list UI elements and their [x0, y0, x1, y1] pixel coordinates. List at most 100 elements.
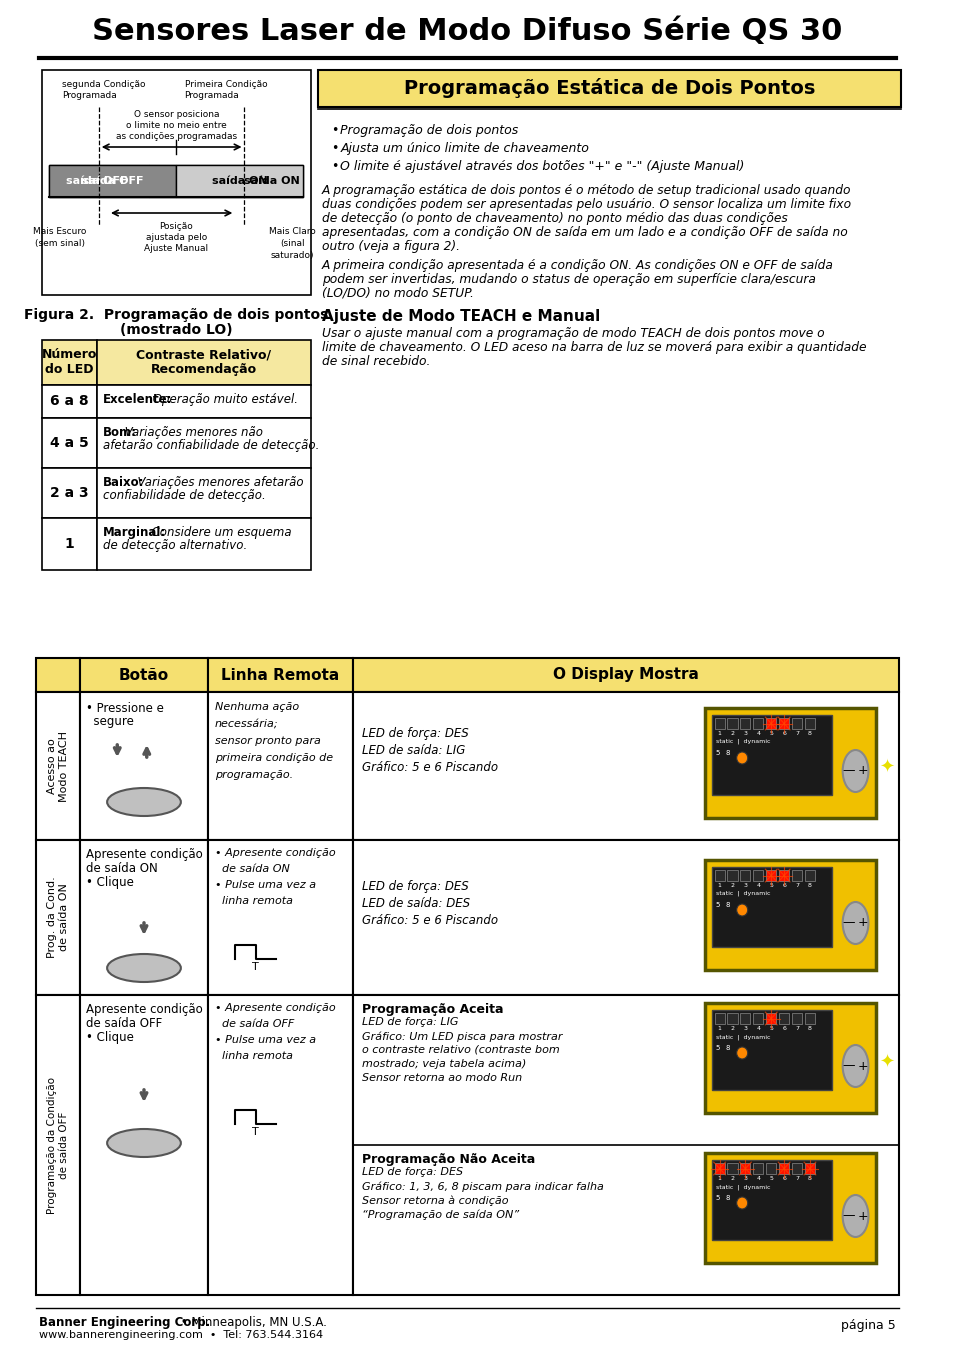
Bar	[780, 1162, 789, 1174]
Text: 8: 8	[726, 751, 731, 756]
Text: 2: 2	[731, 1026, 734, 1031]
Text: —: —	[117, 792, 133, 811]
Text: de saída ON: de saída ON	[86, 863, 157, 875]
Text: Apresente condição: Apresente condição	[86, 1003, 203, 1017]
Text: 3: 3	[743, 1176, 748, 1181]
Text: www.bannerengineering.com  •  Tel: 763.544.3164: www.bannerengineering.com • Tel: 763.544…	[39, 1330, 323, 1341]
Text: +: +	[857, 1210, 868, 1223]
Ellipse shape	[108, 1129, 180, 1157]
Circle shape	[736, 1197, 748, 1210]
Text: Programada: Programada	[62, 90, 117, 100]
Text: “Programação de saída ON”: “Programação de saída ON”	[363, 1210, 519, 1219]
Text: 8: 8	[808, 1176, 812, 1181]
Bar	[41, 70, 311, 296]
Bar	[714, 1162, 725, 1174]
Bar	[41, 340, 97, 385]
Circle shape	[736, 752, 748, 764]
Text: • Clique: • Clique	[86, 876, 133, 890]
Text: 5: 5	[715, 1045, 720, 1052]
Bar	[353, 840, 899, 995]
Text: 5: 5	[769, 1026, 773, 1031]
Bar	[804, 1012, 815, 1025]
Text: LED de saída: DES: LED de saída: DES	[363, 896, 470, 910]
Bar	[81, 657, 207, 693]
Bar	[353, 693, 899, 840]
Text: Posição: Posição	[159, 221, 193, 231]
Bar	[754, 869, 763, 882]
Text: 1: 1	[718, 730, 722, 736]
Text: Operação muito estável.: Operação muito estável.	[149, 393, 298, 406]
Text: • Pressione e: • Pressione e	[86, 702, 164, 716]
Text: (LO/DO) no modo SETUP.: (LO/DO) no modo SETUP.	[322, 288, 474, 300]
Bar	[706, 707, 876, 818]
Text: 5: 5	[715, 902, 720, 909]
Text: Primeira Condição: Primeira Condição	[184, 80, 267, 89]
Bar	[711, 716, 831, 795]
Text: A programação estática de dois pontos é o método de setup tradicional usado quan: A programação estática de dois pontos é …	[322, 184, 852, 197]
Text: saída ON: saída ON	[212, 176, 268, 186]
Text: +: +	[857, 1060, 868, 1072]
Text: —: —	[842, 764, 854, 778]
Bar	[706, 860, 876, 971]
Text: Banner Engineering Corp.: Banner Engineering Corp.	[39, 1316, 210, 1328]
Text: +: +	[156, 958, 169, 977]
Text: Sensores Laser de Modo Difuso Série QS 30: Sensores Laser de Modo Difuso Série QS 3…	[92, 18, 843, 46]
Text: de saída OFF: de saída OFF	[215, 1019, 294, 1029]
Text: o limite no meio entre: o limite no meio entre	[126, 122, 227, 130]
Text: 7: 7	[795, 1176, 799, 1181]
Text: Gráfico: 5 e 6 Piscando: Gráfico: 5 e 6 Piscando	[363, 914, 498, 927]
Text: • Minneapolis, MN U.S.A.: • Minneapolis, MN U.S.A.	[178, 1316, 327, 1328]
Bar	[97, 418, 311, 468]
Text: confiabilidade de detecção.: confiabilidade de detecção.	[103, 489, 265, 502]
Bar	[706, 1153, 876, 1264]
Text: saída OFF: saída OFF	[66, 176, 128, 186]
Text: Linha Remota: Linha Remota	[222, 667, 340, 683]
Bar	[740, 869, 751, 882]
Text: O limite é ajustável através dos botões "+" e "-" (Ajuste Manual): O limite é ajustável através dos botões …	[340, 161, 745, 173]
Text: sensor pronto para: sensor pronto para	[215, 736, 321, 747]
Text: 6: 6	[782, 1176, 786, 1181]
Text: 8: 8	[808, 883, 812, 888]
Text: Sensor retorna ao modo Run: Sensor retorna ao modo Run	[363, 1073, 522, 1083]
Text: 5: 5	[769, 730, 773, 736]
Text: mostrado; veja tabela acima): mostrado; veja tabela acima)	[363, 1058, 527, 1069]
Text: Excelente:: Excelente:	[103, 393, 172, 406]
Bar	[754, 718, 763, 729]
Text: 2: 2	[731, 1176, 734, 1181]
Text: static  |  dynamic: static | dynamic	[716, 891, 771, 896]
Text: 6: 6	[782, 1026, 786, 1031]
Text: Gráfico: Um LED pisca para mostrar: Gráfico: Um LED pisca para mostrar	[363, 1031, 563, 1041]
Bar	[792, 1162, 803, 1174]
Text: 8: 8	[808, 1026, 812, 1031]
Ellipse shape	[843, 751, 869, 792]
Text: 1: 1	[718, 1026, 722, 1031]
Bar	[711, 867, 831, 946]
Text: +: +	[857, 764, 868, 778]
Text: 6: 6	[782, 883, 786, 888]
Text: outro (veja a figura 2).: outro (veja a figura 2).	[322, 240, 460, 252]
Bar	[36, 995, 81, 1295]
Text: 5: 5	[769, 1176, 773, 1181]
Text: 2: 2	[731, 883, 734, 888]
Text: segunda Condição: segunda Condição	[62, 80, 146, 89]
Text: 1: 1	[718, 883, 722, 888]
Text: +: +	[156, 1134, 169, 1152]
Text: —: —	[117, 1134, 133, 1152]
Bar	[792, 869, 803, 882]
Text: 8: 8	[726, 1045, 731, 1052]
Bar	[97, 518, 311, 570]
Bar	[780, 718, 789, 729]
Text: linha remota: linha remota	[215, 1052, 293, 1061]
Text: 4 a 5: 4 a 5	[50, 436, 88, 450]
Bar	[36, 693, 81, 840]
Text: •: •	[331, 161, 339, 173]
Text: static  |  dynamic: static | dynamic	[716, 738, 771, 744]
Text: 7: 7	[795, 730, 799, 736]
Text: O sensor posiciona: O sensor posiciona	[133, 109, 219, 119]
Bar	[728, 718, 737, 729]
Text: 4: 4	[756, 1176, 760, 1181]
Text: 6: 6	[782, 730, 786, 736]
Text: saturado): saturado)	[271, 251, 314, 261]
Bar	[780, 1012, 789, 1025]
Text: 3: 3	[743, 730, 748, 736]
